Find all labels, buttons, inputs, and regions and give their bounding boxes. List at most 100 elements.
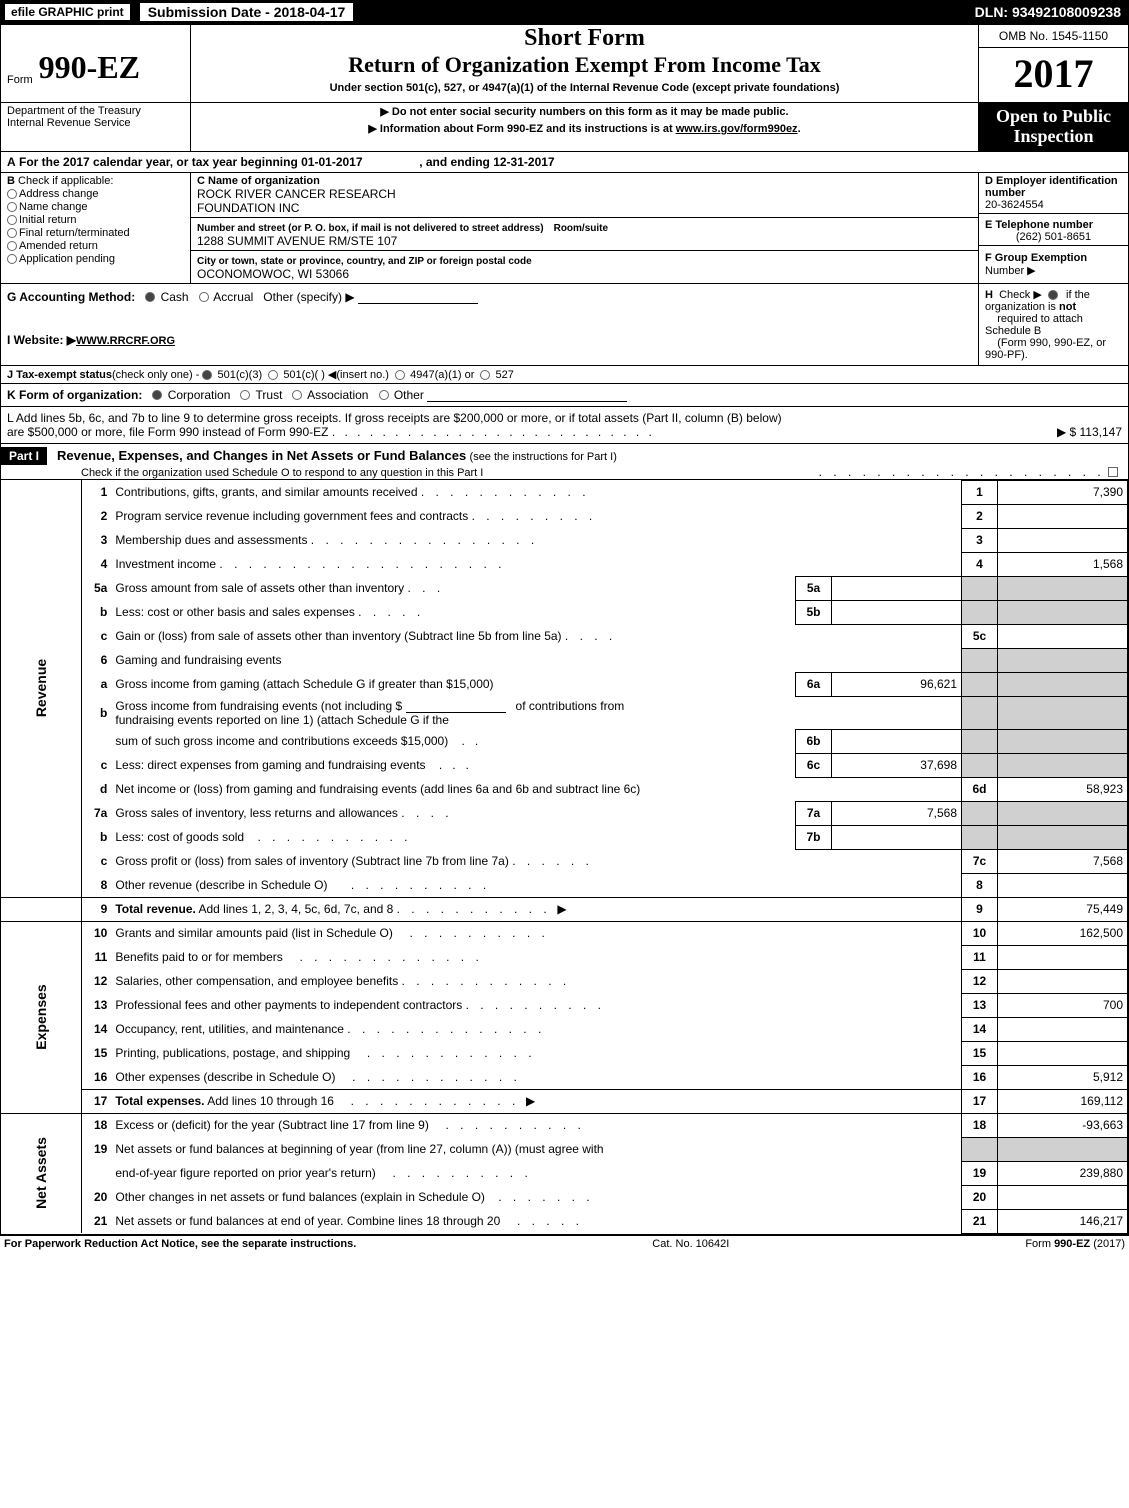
street-value: 1288 SUMMIT AVENUE RM/STE 107: [197, 234, 397, 248]
line-21-rval: 146,217: [998, 1209, 1128, 1233]
line-19-rnum: 19: [962, 1161, 998, 1185]
chk-amended-return[interactable]: Amended return: [7, 240, 184, 252]
part-i-checkbox[interactable]: [1108, 467, 1118, 477]
line-6b2-rval-shade: [998, 729, 1128, 753]
line-4-num: 4: [81, 552, 111, 576]
line-6a-rval-shade: [998, 672, 1128, 696]
line-10-rval: 162,500: [998, 921, 1128, 945]
under-section-text: Under section 501(c), 527, or 4947(a)(1)…: [191, 78, 978, 102]
radio-527[interactable]: [480, 370, 490, 380]
line-5c-rval: [998, 624, 1128, 648]
label-527: 527: [496, 369, 514, 381]
website-link[interactable]: WWW.RRCRF.ORG: [76, 335, 175, 347]
chk-name-change[interactable]: Name change: [7, 201, 184, 213]
irs-label: Internal Revenue Service: [7, 117, 184, 129]
line-3-rval: [998, 528, 1128, 552]
line-5a-subval: [832, 576, 962, 600]
line-6b-subval: [832, 729, 962, 753]
radio-cash[interactable]: [145, 292, 155, 302]
line-11-num: 11: [81, 945, 111, 969]
line-13-desc: Professional fees and other payments to …: [115, 998, 462, 1012]
line-15-rnum: 15: [962, 1041, 998, 1065]
line-19a-rval-shade: [998, 1137, 1128, 1161]
form-number: 990-EZ: [33, 45, 146, 89]
line-1-desc: Contributions, gifts, grants, and simila…: [115, 485, 417, 499]
line-6c-subnum: 6c: [796, 753, 832, 777]
city-label: City or town, state or province, country…: [197, 256, 532, 267]
line-2-num: 2: [81, 504, 111, 528]
org-name-1: ROCK RIVER CANCER RESEARCH: [197, 187, 972, 201]
irs-link[interactable]: www.irs.gov/form990ez: [676, 123, 798, 135]
line-5b-desc: Less: cost or other basis and sales expe…: [115, 605, 354, 619]
line-6-num: 6: [81, 648, 111, 672]
line-6b-subnum: 6b: [796, 729, 832, 753]
line-8-desc: Other revenue (describe in Schedule O): [115, 878, 327, 892]
radio-trust[interactable]: [240, 390, 250, 400]
line-9-rnum: 9: [962, 897, 998, 921]
cash-label: Cash: [161, 290, 189, 304]
line-7a-rval-shade: [998, 801, 1128, 825]
radio-assoc[interactable]: [292, 390, 302, 400]
chk-initial-return[interactable]: Initial return: [7, 214, 184, 226]
line-6d-num: d: [81, 777, 111, 801]
chk-final-return[interactable]: Final return/terminated: [7, 227, 184, 239]
submission-date-button[interactable]: Submission Date - 2018-04-17: [139, 2, 355, 22]
other-org-blank[interactable]: [427, 390, 627, 402]
top-bar: efile GRAPHIC print Submission Date - 20…: [0, 0, 1129, 24]
line-6c-subval: 37,698: [832, 753, 962, 777]
line-6b-desc1: Gross income from fundraising events (no…: [115, 699, 402, 713]
line-6a-rnum-shade: [962, 672, 998, 696]
line-7b-rnum-shade: [962, 825, 998, 849]
line-8-rval: [998, 873, 1128, 897]
radio-501c[interactable]: [268, 370, 278, 380]
line-5c-rnum: 5c: [962, 624, 998, 648]
line-21-desc: Net assets or fund balances at end of ye…: [115, 1214, 500, 1228]
line-6b-blank[interactable]: [406, 701, 506, 713]
tax-year: 2017: [979, 48, 1128, 99]
line-1-num: 1: [81, 480, 111, 504]
label-501c: 501(c)( ) ◀(insert no.): [283, 369, 389, 381]
sec-a-text: For the 2017 calendar year, or tax year …: [19, 155, 363, 169]
sec-j-prefix: J Tax-exempt status: [7, 369, 112, 381]
line-15-desc: Printing, publications, postage, and shi…: [115, 1046, 350, 1060]
line-7c-rnum: 7c: [962, 849, 998, 873]
footer-left: For Paperwork Reduction Act Notice, see …: [4, 1238, 356, 1250]
line-10-rnum: 10: [962, 921, 998, 945]
line-11-desc: Benefits paid to or for members: [115, 950, 282, 964]
radio-sec-h[interactable]: [1048, 290, 1058, 300]
line-10-num: 10: [81, 921, 111, 945]
chk-application-pending[interactable]: Application pending: [7, 253, 184, 265]
line-2-rval: [998, 504, 1128, 528]
line-5b-num: b: [81, 600, 111, 624]
sec-c-label: C Name of organization: [197, 175, 972, 187]
line-6b-num: b: [81, 696, 111, 729]
org-name-2: FOUNDATION INC: [197, 201, 972, 215]
line-7a-subval: 7,568: [832, 801, 962, 825]
chk-address-change[interactable]: Address change: [7, 188, 184, 200]
sec-k-prefix: K Form of organization:: [7, 388, 142, 402]
radio-corp[interactable]: [152, 390, 162, 400]
line-14-rval: [998, 1017, 1128, 1041]
radio-501c3[interactable]: [202, 370, 212, 380]
line-21-num: 21: [81, 1209, 111, 1233]
line-5b-rval-shade: [998, 600, 1128, 624]
line-17-arrow: ▶: [526, 1094, 535, 1108]
line-8-num: 8: [81, 873, 111, 897]
line-7c-num: c: [81, 849, 111, 873]
line-3-num: 3: [81, 528, 111, 552]
line-20-desc: Other changes in net assets or fund bala…: [115, 1190, 485, 1204]
radio-other-org[interactable]: [379, 390, 389, 400]
return-title: Return of Organization Exempt From Incom…: [191, 52, 978, 78]
other-specify-blank[interactable]: [358, 292, 478, 304]
sec-g-prefix: G Accounting Method:: [7, 290, 135, 304]
line-12-rnum: 12: [962, 969, 998, 993]
line-20-rnum: 20: [962, 1185, 998, 1209]
sec-d-label: D Employer identification number: [985, 175, 1118, 199]
line-9-rval: 75,449: [998, 897, 1128, 921]
line-16-rval: 5,912: [998, 1065, 1128, 1089]
radio-accrual[interactable]: [199, 292, 209, 302]
efile-print-button[interactable]: efile GRAPHIC print: [4, 3, 131, 21]
line-7b-desc: Less: cost of goods sold: [115, 830, 244, 844]
arrow2-prefix: Information about Form 990-EZ and its in…: [380, 123, 676, 135]
radio-4947[interactable]: [395, 370, 405, 380]
